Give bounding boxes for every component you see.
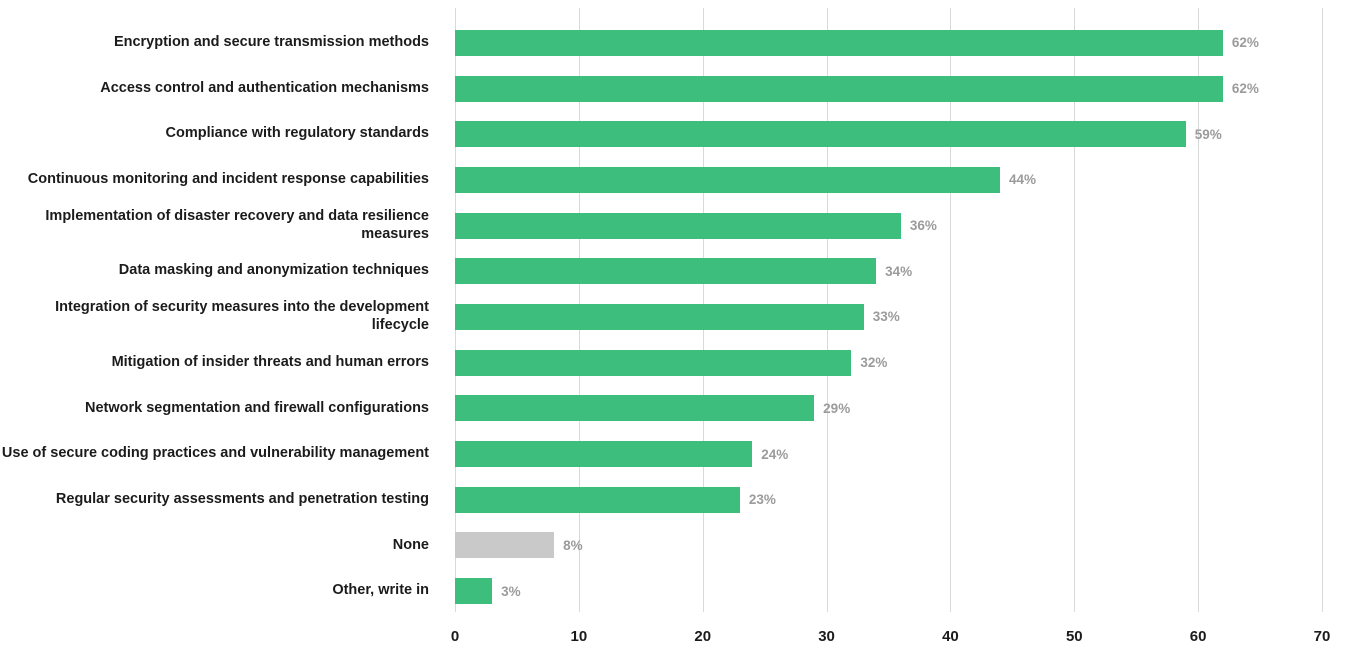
bar-row: Mitigation of insider threats and human …	[0, 343, 1322, 383]
bar-row: Encryption and secure transmission metho…	[0, 23, 1322, 63]
bar	[455, 303, 864, 330]
bar	[455, 578, 493, 605]
bar	[455, 75, 1223, 102]
category-label: Encryption and secure transmission metho…	[113, 34, 429, 50]
bar-track: 34%	[455, 258, 1322, 285]
chart-rows: Encryption and secure transmission metho…	[0, 20, 1322, 614]
x-axis-tick-label: 60	[1189, 628, 1207, 645]
bar-row: Use of secure coding practices and vulne…	[0, 434, 1322, 474]
bar-value-label: 59%	[1194, 126, 1222, 142]
bar	[455, 258, 877, 285]
bar-value-label: 3%	[501, 583, 521, 599]
bar-row: Continuous monitoring and incident respo…	[0, 160, 1322, 200]
category-label: None	[392, 536, 429, 553]
bar-value-label: 62%	[1231, 81, 1259, 97]
x-axis-tick-label: 20	[694, 628, 712, 645]
category-label: Continuous monitoring and incident respo…	[27, 171, 429, 188]
bar	[455, 486, 740, 513]
category-label: Compliance with regulatory standards	[165, 125, 429, 142]
bar-value-label: 32%	[860, 355, 888, 371]
bar-row: Regular security assessments and penetra…	[0, 480, 1322, 520]
bar-track: 32%	[455, 349, 1322, 376]
bar-row: None 8%	[0, 525, 1322, 565]
bar	[455, 441, 753, 468]
bar-track: 8%	[455, 532, 1322, 559]
gridline	[950, 8, 952, 612]
bar-value-label: 62%	[1231, 35, 1259, 51]
bar-track: 62%	[455, 29, 1322, 56]
bar-track: 29%	[455, 395, 1322, 422]
x-axis-tick-label: 50	[1065, 628, 1083, 645]
category-label: Implementation of disaster recovery and …	[45, 207, 429, 242]
category-label: Other, write in	[332, 582, 429, 599]
bar-value-label: 36%	[909, 218, 937, 234]
x-axis-tick-label: 10	[570, 628, 588, 645]
bar-value-label: 23%	[748, 492, 776, 508]
bar-track: 36%	[455, 212, 1322, 239]
gridline	[1074, 8, 1076, 612]
gridline	[1198, 8, 1200, 612]
bar-row: Access control and authentication mechan…	[0, 69, 1322, 109]
bar-track: 59%	[455, 121, 1322, 148]
x-axis-tick-label: 30	[818, 628, 835, 645]
category-label: Use of secure coding practices and vulne…	[1, 445, 429, 462]
bar-row: Compliance with regulatory standards 59%	[0, 114, 1322, 154]
bar-row: Implementation of disaster recovery and …	[0, 206, 1322, 246]
x-axis-tick-label: 40	[942, 628, 959, 645]
bar-row: Data masking and anonymization technique…	[0, 251, 1322, 291]
bar-track: 44%	[455, 166, 1322, 193]
category-label: Data masking and anonymization technique…	[118, 262, 429, 279]
category-label: Access control and authentication mechan…	[100, 79, 429, 96]
bar	[455, 29, 1223, 56]
bar-value-label: 33%	[872, 309, 900, 325]
bar-row: Network segmentation and firewall config…	[0, 388, 1322, 428]
bar-track: 24%	[455, 441, 1322, 468]
bar	[455, 532, 555, 559]
category-label: Mitigation of insider threats and human …	[111, 353, 429, 370]
bar	[455, 349, 852, 376]
bar-value-label: 29%	[823, 400, 851, 416]
bar-value-label: 24%	[761, 446, 789, 462]
bar	[455, 166, 1000, 193]
x-axis: 0 10 20 30 40 50 60 70	[451, 628, 1331, 648]
bar	[455, 395, 815, 422]
x-axis-tick-label: 70	[1313, 628, 1331, 645]
bar-row: Other, write in 3%	[0, 571, 1322, 611]
bar-value-label: 44%	[1008, 172, 1036, 188]
bar-track: 62%	[455, 75, 1322, 102]
category-label: Integration of security measures into th…	[55, 299, 429, 333]
bar	[455, 121, 1186, 148]
bar-value-label: 8%	[563, 537, 583, 553]
gridline	[1322, 8, 1323, 612]
bar	[455, 212, 901, 239]
bar-track: 3%	[455, 578, 1322, 605]
bar-track: 23%	[455, 486, 1322, 513]
bar-value-label: 34%	[885, 263, 913, 279]
x-axis-tick-label: 0	[450, 628, 460, 645]
bar-track: 33%	[455, 303, 1322, 330]
category-label: Network segmentation and firewall config…	[84, 399, 429, 416]
category-label: Regular security assessments and penetra…	[55, 490, 429, 507]
bar-row: Integration of security measures into th…	[0, 297, 1322, 337]
